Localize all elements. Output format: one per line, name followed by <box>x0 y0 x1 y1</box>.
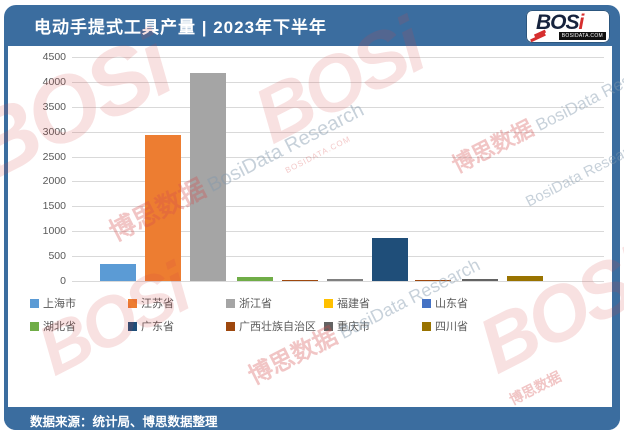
gridline <box>72 131 604 133</box>
chart-card: 电动手提式工具产量 | 2023年下半年 BOSi BOSIDATA.COM 0… <box>4 5 620 430</box>
legend-label: 湖北省 <box>43 321 76 333</box>
legend-label: 广西壮族自治区 <box>239 321 316 333</box>
bosi-logo: BOSi BOSIDATA.COM <box>526 10 610 43</box>
gridline <box>72 81 604 83</box>
gridline <box>72 106 604 108</box>
legend-item-2: 浙江省 <box>226 296 272 310</box>
y-axis-tick-label: 0 <box>60 275 66 287</box>
y-axis-tick-label: 3500 <box>42 100 66 113</box>
footer-bar: 数据来源：统计局、博思数据整理 <box>4 407 620 430</box>
legend-item-8: 重庆市 <box>324 319 370 333</box>
chart-bar-3 <box>237 277 273 281</box>
chart-bar-7 <box>415 280 451 281</box>
legend-swatch-icon <box>422 298 431 308</box>
legend-item-7: 广西壮族自治区 <box>226 319 316 333</box>
y-axis-tick-label: 500 <box>48 250 66 263</box>
gridline <box>72 181 604 183</box>
y-axis-tick-label: 4500 <box>42 51 66 63</box>
chart-bar-9 <box>507 275 543 281</box>
chart-bar-1 <box>145 135 181 281</box>
y-axis-tick-label: 2500 <box>42 150 66 163</box>
legend-swatch-icon <box>128 298 137 308</box>
gridline <box>72 256 604 258</box>
legend-swatch-icon <box>324 298 333 308</box>
chart-panel: 0 500 1000 1500 2000 2500 3000 3500 4000 4500 上海市… <box>8 46 612 408</box>
y-axis-tick-label: 4000 <box>42 75 66 88</box>
legend-swatch-icon <box>226 321 235 331</box>
legend-item-5: 湖北省 <box>30 319 76 333</box>
chart-bar-0 <box>100 263 136 281</box>
legend-swatch-icon <box>226 298 235 308</box>
legend-swatch-icon <box>30 321 39 331</box>
y-axis-tick-label: 3000 <box>42 125 66 138</box>
legend-item-6: 广东省 <box>128 319 174 333</box>
legend-item-9: 四川省 <box>422 319 468 333</box>
y-axis-tick-label: 1500 <box>42 200 66 213</box>
chart-bar-6 <box>372 238 408 281</box>
chart-bar-5 <box>327 279 363 281</box>
chart-bar-4 <box>282 279 318 281</box>
gridline <box>72 156 604 158</box>
legend-item-1: 江苏省 <box>128 296 174 310</box>
header-bar: 电动手提式工具产量 | 2023年下半年 BOSi BOSIDATA.COM <box>4 5 620 46</box>
chart-bar-8 <box>462 278 498 281</box>
data-source-text: 数据来源：统计局、博思数据整理 <box>30 415 218 429</box>
legend-label: 上海市 <box>43 298 76 310</box>
legend-swatch-icon <box>324 321 333 331</box>
gridline <box>72 57 604 58</box>
legend-item-4: 山东省 <box>422 296 468 310</box>
legend-label: 重庆市 <box>337 321 370 333</box>
y-axis-tick-label: 1000 <box>42 225 66 238</box>
chart-bar-2 <box>190 72 226 281</box>
gridline <box>72 206 604 208</box>
page-title: 电动手提式工具产量 | 2023年下半年 <box>34 18 328 37</box>
legend-swatch-icon <box>30 298 39 308</box>
legend-item-0: 上海市 <box>30 296 76 310</box>
gridline <box>72 281 604 282</box>
legend-label: 四川省 <box>435 321 468 333</box>
y-axis-tick-label: 2000 <box>42 175 66 188</box>
legend-label: 广东省 <box>141 321 174 333</box>
legend-swatch-icon <box>422 321 431 331</box>
legend-label: 福建省 <box>337 298 370 310</box>
legend-item-3: 福建省 <box>324 296 370 310</box>
bosi-logo-text: BOSi <box>536 11 584 34</box>
legend-swatch-icon <box>128 321 137 331</box>
legend-label: 江苏省 <box>141 298 174 310</box>
legend-label: 浙江省 <box>239 298 272 310</box>
legend-label: 山东省 <box>435 298 468 310</box>
bosi-logo-site: BOSIDATA.COM <box>558 32 606 40</box>
gridline <box>72 231 604 233</box>
